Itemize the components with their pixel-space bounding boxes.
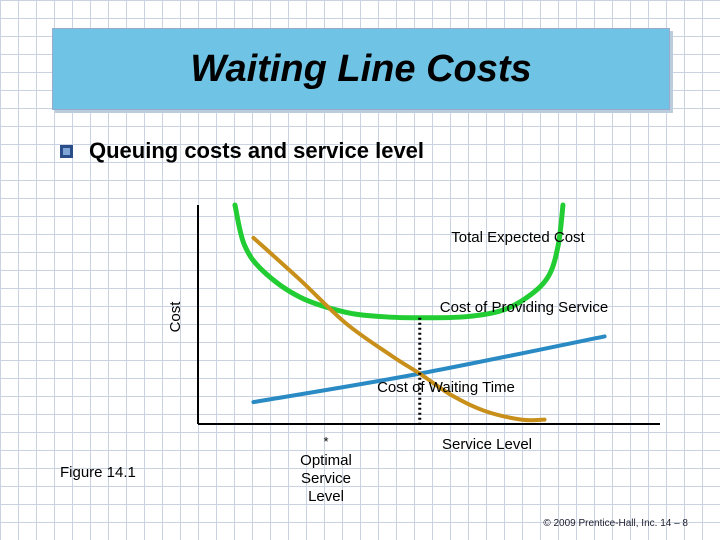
waiting-cost-label: Cost of Waiting Time [377, 379, 515, 396]
y-axis-label: Cost [167, 301, 184, 333]
title-band: Waiting Line Costs [52, 28, 670, 110]
optimal-label-line-1: Optimal [300, 452, 352, 469]
optimal-label-line-3: Level [308, 488, 344, 505]
footer-copyright: © 2009 Prentice-Hall, Inc. 14 – 8 [543, 518, 688, 529]
bullet-text: Queuing costs and service level [89, 138, 425, 163]
square-bullet-icon [60, 144, 73, 158]
bullet-row: Queuing costs and service level [60, 138, 424, 164]
optimum-marker: * [323, 434, 328, 449]
optimal-label-line-2: Service [301, 470, 351, 487]
total-cost-label: Total Expected Cost [451, 229, 585, 246]
figure-label: Figure 14.1 [60, 464, 136, 481]
slide-title: Waiting Line Costs [190, 47, 532, 90]
x-axis-label: Service Level [442, 436, 532, 453]
providing-cost-label: Cost of Providing Service [440, 299, 608, 316]
